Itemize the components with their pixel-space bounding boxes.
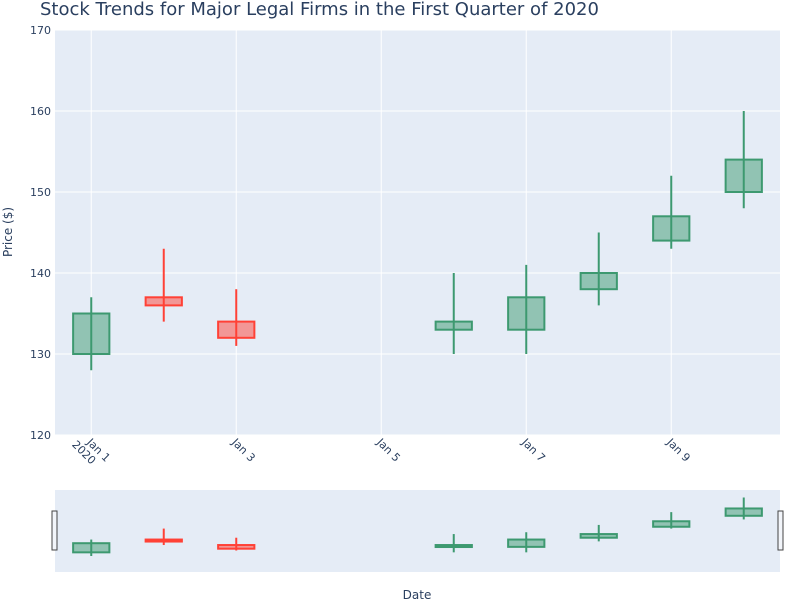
mini-candle-body — [652, 520, 691, 528]
y-axis-title: Price ($) — [1, 207, 15, 257]
candle-body — [652, 215, 691, 242]
range-slider-right-handle[interactable] — [777, 510, 784, 551]
candle-body — [217, 320, 256, 339]
y-tick-label: 140 — [30, 267, 51, 280]
candle-body — [507, 296, 546, 331]
candle-increasing — [724, 111, 763, 209]
x-tick: Jan 9 — [663, 435, 692, 464]
y-tick-label: 150 — [30, 186, 51, 199]
range-slider-candles — [72, 497, 763, 556]
mini-candle — [507, 532, 546, 553]
range-slider[interactable] — [55, 490, 780, 572]
candle-increasing — [507, 264, 546, 354]
mini-candle-body — [579, 533, 618, 539]
mini-candle-body — [724, 507, 763, 517]
grid — [55, 29, 780, 436]
x-tick-label: Jan 3 — [228, 435, 257, 464]
x-tick: Jan 7 — [518, 435, 547, 464]
mini-candle-body — [507, 538, 546, 548]
candle-body — [579, 272, 618, 291]
y-tick-label: 120 — [30, 429, 51, 442]
y-tick-label: 170 — [30, 24, 51, 37]
y-axis-ticks: 120 130 140 150 160 170 — [30, 24, 51, 442]
candle-body — [72, 312, 111, 355]
candle-body — [434, 320, 473, 331]
candle-increasing — [652, 175, 691, 249]
mini-candle-body — [434, 544, 473, 549]
x-axis-title: Date — [403, 588, 432, 600]
candle-increasing — [72, 297, 111, 371]
x-tick-label: Jan 5 — [373, 435, 402, 464]
candle-body — [724, 158, 763, 194]
mini-candle — [434, 534, 473, 553]
mini-candle-body — [72, 542, 111, 554]
x-tick-label: Jan 7 — [518, 435, 547, 464]
mini-candle — [579, 524, 618, 542]
mini-candle-body — [144, 538, 183, 543]
mini-candle — [72, 539, 111, 556]
mini-candle — [144, 528, 183, 546]
candle-body — [144, 296, 183, 307]
candles — [72, 111, 763, 371]
x-tick-label: Jan 9 — [663, 435, 692, 464]
mini-candle-body — [217, 544, 256, 550]
x-tick: Jan 3 — [228, 435, 257, 464]
chart-title: Stock Trends for Major Legal Firms in th… — [40, 0, 599, 20]
mini-candle — [724, 497, 763, 520]
candle-decreasing — [217, 289, 256, 346]
candle-decreasing — [144, 248, 183, 322]
mini-candle — [652, 512, 691, 529]
y-tick-label: 160 — [30, 105, 51, 118]
y-tick-label: 130 — [30, 348, 51, 361]
candle-increasing — [579, 232, 618, 306]
range-slider-left-handle[interactable] — [51, 510, 58, 551]
x-tick: Jan 5 — [373, 435, 402, 464]
candle-increasing — [434, 273, 473, 354]
mini-candle — [217, 537, 256, 551]
